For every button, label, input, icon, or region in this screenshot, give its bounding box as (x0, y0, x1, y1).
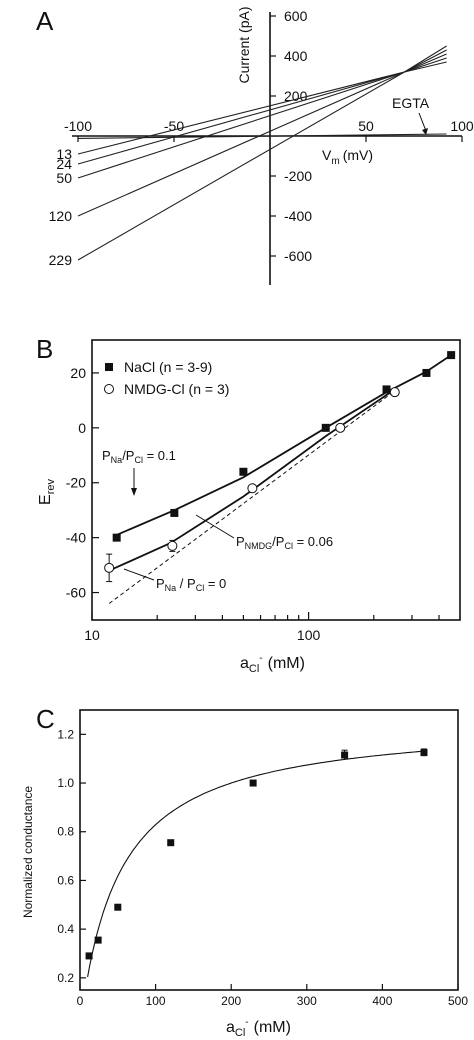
panel-b-nmdg-point (389, 387, 400, 398)
panel-c-frame (79, 709, 459, 991)
panel-b-xtick-label: 10 (84, 627, 100, 643)
legend-nmdg-marker (104, 384, 114, 394)
annotation-pointer-0.06 (195, 514, 235, 539)
panel-a-curve-label: 120 (49, 208, 73, 224)
panel-a-xlabel: Vm (mV) (322, 147, 373, 167)
panel-b-xlabel: aCl- (mM) (240, 653, 305, 675)
panel-c-point (94, 936, 102, 944)
panel-c-point (249, 779, 257, 787)
panel-b-frame (91, 339, 461, 621)
panel-a-curve-label: 13 (56, 146, 72, 162)
panel-b-nmdg-point (247, 483, 258, 494)
panel-c-xtick-label: 200 (221, 994, 241, 1008)
panel-b-nmdg-point (104, 562, 115, 573)
panel-c-fit-curve (87, 750, 424, 978)
panel-b-nacl-point (112, 533, 121, 542)
panel-c-xtick-label: 100 (146, 994, 166, 1008)
panel-c-ytick-label: 0.6 (57, 873, 74, 887)
panel-a-ytick-label: 600 (284, 8, 308, 24)
panel-c-ytick-label: 1.2 (57, 727, 74, 741)
panel-a-curve-label: 50 (56, 170, 72, 186)
panel-a-ytick-label: -200 (284, 168, 312, 184)
panel-b-nacl-point (382, 385, 391, 394)
panel-c-ytick-label: 0.2 (57, 971, 74, 985)
panel-a-egta-arrowhead (422, 128, 428, 135)
annotation-pointer-0 (123, 568, 155, 581)
panel-b-legend: NaCl (n = 3-9) NMDG-Cl (n = 3) (104, 359, 229, 397)
panel-b-ytick-label: -20 (66, 475, 86, 491)
annotation-pnmdg-pcl-0.06: PNMDG/PCl = 0.06 (236, 534, 333, 551)
panel-a-curve-label: 24 (56, 156, 72, 172)
panel-c-point (341, 751, 349, 759)
panel-c: C 0 100 200 300 400 500 0.2 0.4 0.6 0.8 1.0 1.2 Nor… (21, 704, 468, 1039)
panel-c-point (114, 903, 122, 911)
panel-c-xtick-label: 400 (372, 994, 392, 1008)
panel-a-iv-curve-229 (77, 45, 447, 261)
legend-nacl-marker (105, 363, 113, 371)
panel-a-ytick-label: 200 (284, 88, 308, 104)
panel-a-xtick-label: 100 (450, 118, 474, 134)
panel-a: A -100 -50 50 100 600 400 200 -200 -400 -600 Curr… (36, 6, 474, 285)
panel-a-egta-arrow (418, 112, 427, 132)
panel-a-egta-label: EGTA (392, 95, 430, 111)
panel-b-ylabel: Erev (37, 479, 57, 505)
panel-c-ylabel: Normalized conductance (21, 786, 35, 918)
panel-c-point (85, 952, 93, 960)
panel-b-ytick-label: -40 (66, 530, 86, 546)
panel-b-nacl-point (321, 423, 330, 432)
panel-a-ytick-label: 400 (284, 48, 308, 64)
panel-a-xtick-label: 50 (358, 118, 374, 134)
panel-c-point (420, 749, 428, 757)
legend-nacl-label: NaCl (n = 3-9) (124, 359, 212, 375)
annotation-arrowhead-0.1 (131, 488, 137, 496)
panel-a-letter: A (36, 6, 54, 36)
panel-c-ytick-label: 0.8 (57, 825, 74, 839)
panel-a-xtick-label: -50 (164, 118, 184, 134)
panel-a-ytick-label: -600 (284, 248, 312, 264)
panel-b-ytick-label: 0 (78, 420, 86, 436)
panel-c-letter: C (36, 704, 55, 734)
panel-b-nmdg-point (167, 540, 178, 551)
panel-a-xtick-label: -100 (64, 118, 92, 134)
panel-c-ytick-label: 0.4 (57, 922, 74, 936)
annotation-pna-pcl-0.1: PNa/PCl = 0.1 (102, 448, 176, 465)
panel-b-nacl-point (422, 368, 431, 377)
annotation-pna-pcl-0: PNa / PCl = 0 (156, 576, 226, 593)
panel-b-letter: B (36, 334, 53, 364)
panel-c-point (167, 839, 175, 847)
panel-c-xlabel: aCl- (mM) (226, 1017, 291, 1039)
legend-nmdg-label: NMDG-Cl (n = 3) (124, 381, 229, 397)
panel-a-curve-label: 229 (49, 252, 73, 268)
panel-c-xtick-label: 0 (77, 994, 84, 1008)
panel-b-fit-line-2 (108, 388, 397, 604)
panel-b: B 10 100 20 0 -20 -40 -60 Erev aCl- (mM) NaCl (… (36, 334, 461, 675)
panel-a-iv-curve-egta (77, 133, 447, 139)
panel-b-nacl-point (170, 508, 179, 517)
panel-a-iv-curve-24 (77, 57, 447, 165)
panel-c-xtick-label: 300 (297, 994, 317, 1008)
panel-b-nmdg-point (335, 422, 346, 433)
panel-c-xtick-label: 500 (448, 994, 468, 1008)
panel-b-fit-line-1 (108, 388, 396, 572)
panel-b-ytick-label: 20 (70, 365, 86, 381)
panel-b-xtick-label: 100 (297, 627, 321, 643)
panel-a-ylabel: Current (pA) (236, 6, 252, 83)
panel-a-iv-curve-50 (77, 53, 447, 179)
panel-b-ytick-label: -60 (66, 585, 86, 601)
panel-b-nacl-point (447, 351, 456, 360)
panel-c-ytick-label: 1.0 (57, 776, 74, 790)
panel-a-ytick-label: -400 (284, 208, 312, 224)
panel-b-nacl-point (239, 467, 248, 476)
